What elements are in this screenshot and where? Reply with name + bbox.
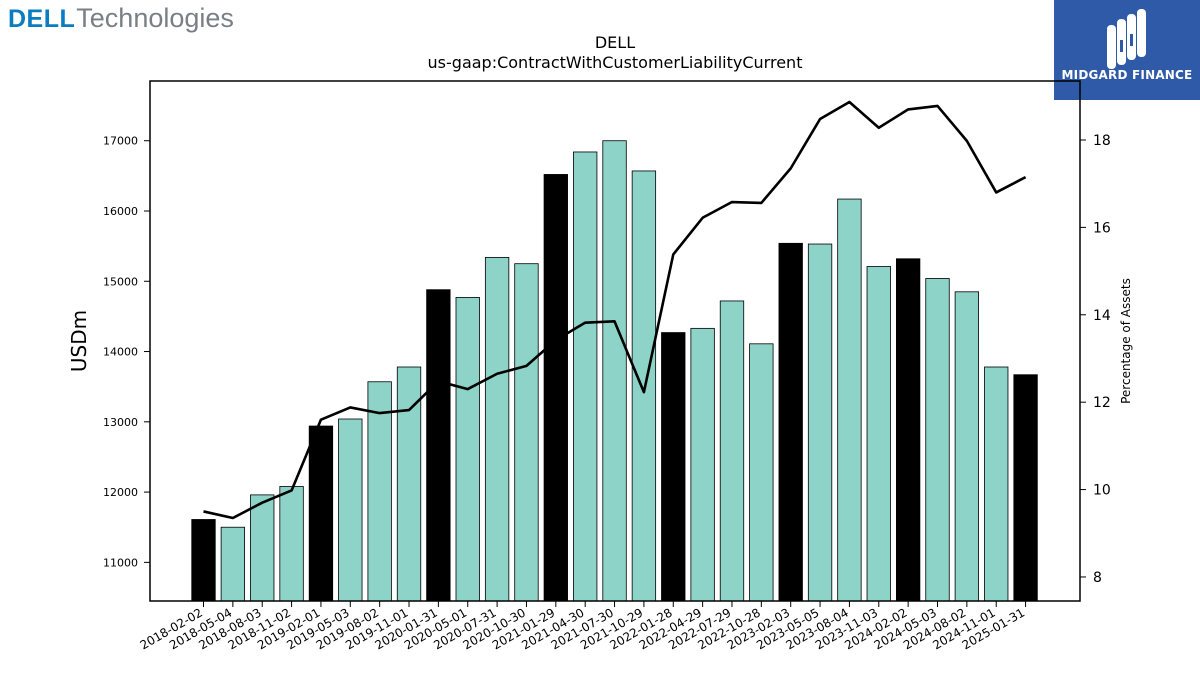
- chart-subtitle: us-gaap:ContractWithCustomerLiabilityCur…: [428, 53, 803, 72]
- dell-technologies-logo: DELL Technologies: [8, 3, 234, 37]
- dell-logo-wordmark: DELL: [8, 5, 76, 33]
- y2-axis-label: Percentage of Assets: [1119, 278, 1133, 404]
- bar: [191, 519, 216, 602]
- y-tick-label: 15000: [103, 275, 138, 288]
- y2-tick-label: 12: [1093, 395, 1111, 411]
- technologies-wordmark: Technologies: [76, 3, 234, 33]
- y-axis-right: 8 10 12 14 16 18: [1080, 133, 1111, 586]
- bar-series: [191, 140, 1038, 602]
- y-axis-left: 11000 12000 13000 14000 15000 16000 17000: [103, 135, 150, 569]
- bar: [308, 425, 334, 602]
- bar: [954, 291, 980, 602]
- y-tick-label: 11000: [103, 556, 138, 569]
- y2-tick-label: 14: [1093, 308, 1111, 324]
- bar: [778, 242, 803, 602]
- y-tick-label: 14000: [103, 346, 138, 359]
- line-series: [203, 100, 1027, 520]
- x-axis: 2018-02-022018-05-042018-08-032018-11-02…: [138, 601, 1027, 652]
- bar: [602, 140, 627, 602]
- y2-tick-label: 18: [1093, 133, 1111, 149]
- y-tick-label: 17000: [103, 135, 138, 148]
- bar: [895, 258, 921, 602]
- bar: [807, 243, 833, 602]
- y2-tick-label: 16: [1093, 220, 1111, 236]
- midgard-finance-logo: MIDGARD FINANCE: [1054, 0, 1200, 100]
- bar: [719, 300, 745, 602]
- bar: [984, 366, 1009, 602]
- bar: [837, 198, 862, 602]
- bar: [690, 327, 715, 602]
- y-tick-label: 16000: [103, 205, 138, 218]
- y-axis-label: USDm: [67, 310, 91, 372]
- bar: [661, 332, 686, 602]
- bar: [338, 418, 363, 602]
- y-tick-label: 12000: [103, 486, 138, 499]
- bar: [279, 486, 304, 602]
- bar: [426, 289, 451, 602]
- bar: [220, 526, 246, 602]
- bar: [367, 381, 392, 602]
- bar: [484, 256, 510, 602]
- bar: [573, 151, 598, 602]
- bar: [925, 278, 950, 602]
- bar: [250, 494, 275, 602]
- y-tick-label: 13000: [103, 416, 138, 429]
- bar: [514, 263, 539, 602]
- midgard-finance-text: MIDGARD FINANCE: [1061, 68, 1193, 82]
- y2-tick-label: 8: [1093, 570, 1102, 586]
- bar: [1013, 374, 1038, 602]
- bar: [749, 343, 774, 602]
- chart-title: DELL: [595, 33, 635, 52]
- bar: [543, 174, 568, 602]
- midgard-finance-logo-icon: [1107, 9, 1146, 69]
- y2-tick-label: 10: [1093, 483, 1111, 499]
- bar: [455, 297, 480, 602]
- bar: [866, 266, 891, 602]
- percentage-line: [203, 100, 1027, 520]
